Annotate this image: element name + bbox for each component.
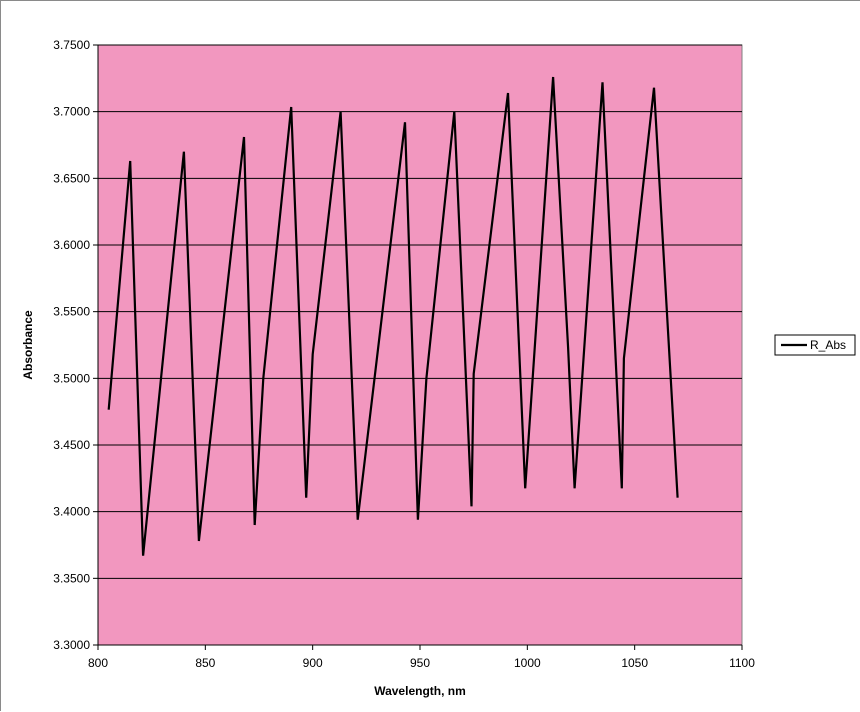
x-axis-title: Wavelength, nm xyxy=(374,684,466,698)
y-tick-label: 3.7500 xyxy=(53,38,90,52)
grid-lines xyxy=(98,44,742,646)
y-tick-label: 3.6000 xyxy=(53,238,90,252)
series-layer xyxy=(107,76,679,556)
y-tick-label: 3.4000 xyxy=(53,505,90,519)
x-tick-label: 850 xyxy=(195,656,215,670)
x-tick-label: 1000 xyxy=(514,656,541,670)
y-tick-label: 3.3500 xyxy=(53,571,90,585)
y-tick-label: 3.5500 xyxy=(53,305,90,319)
series-line-r_abs xyxy=(107,76,679,556)
plot-background xyxy=(97,44,743,646)
y-tick-label: 3.4500 xyxy=(53,438,90,452)
y-axis-title: Absorbance xyxy=(21,310,35,380)
y-tick-label: 3.5000 xyxy=(53,371,90,385)
y-tick-label: 3.7000 xyxy=(53,105,90,119)
y-tick-label: 3.3000 xyxy=(53,638,90,652)
legend: R_Abs xyxy=(774,334,856,356)
x-tick-label: 1050 xyxy=(621,656,648,670)
y-axis-ticks: 3.3000 3.3500 3.4000 3.4500 3.5000 3.5500 3.60… xyxy=(53,38,99,652)
x-tick-label: 950 xyxy=(410,656,430,670)
x-tick-label: 800 xyxy=(88,656,108,670)
x-axis-ticks: 800 850 900 950 1000 1050 1100 xyxy=(88,644,755,670)
legend-label: R_Abs xyxy=(810,338,846,352)
y-tick-label: 3.6500 xyxy=(53,171,90,185)
legend-box xyxy=(774,334,856,356)
x-tick-label: 900 xyxy=(303,656,323,670)
x-tick-label: 1100 xyxy=(729,656,755,670)
